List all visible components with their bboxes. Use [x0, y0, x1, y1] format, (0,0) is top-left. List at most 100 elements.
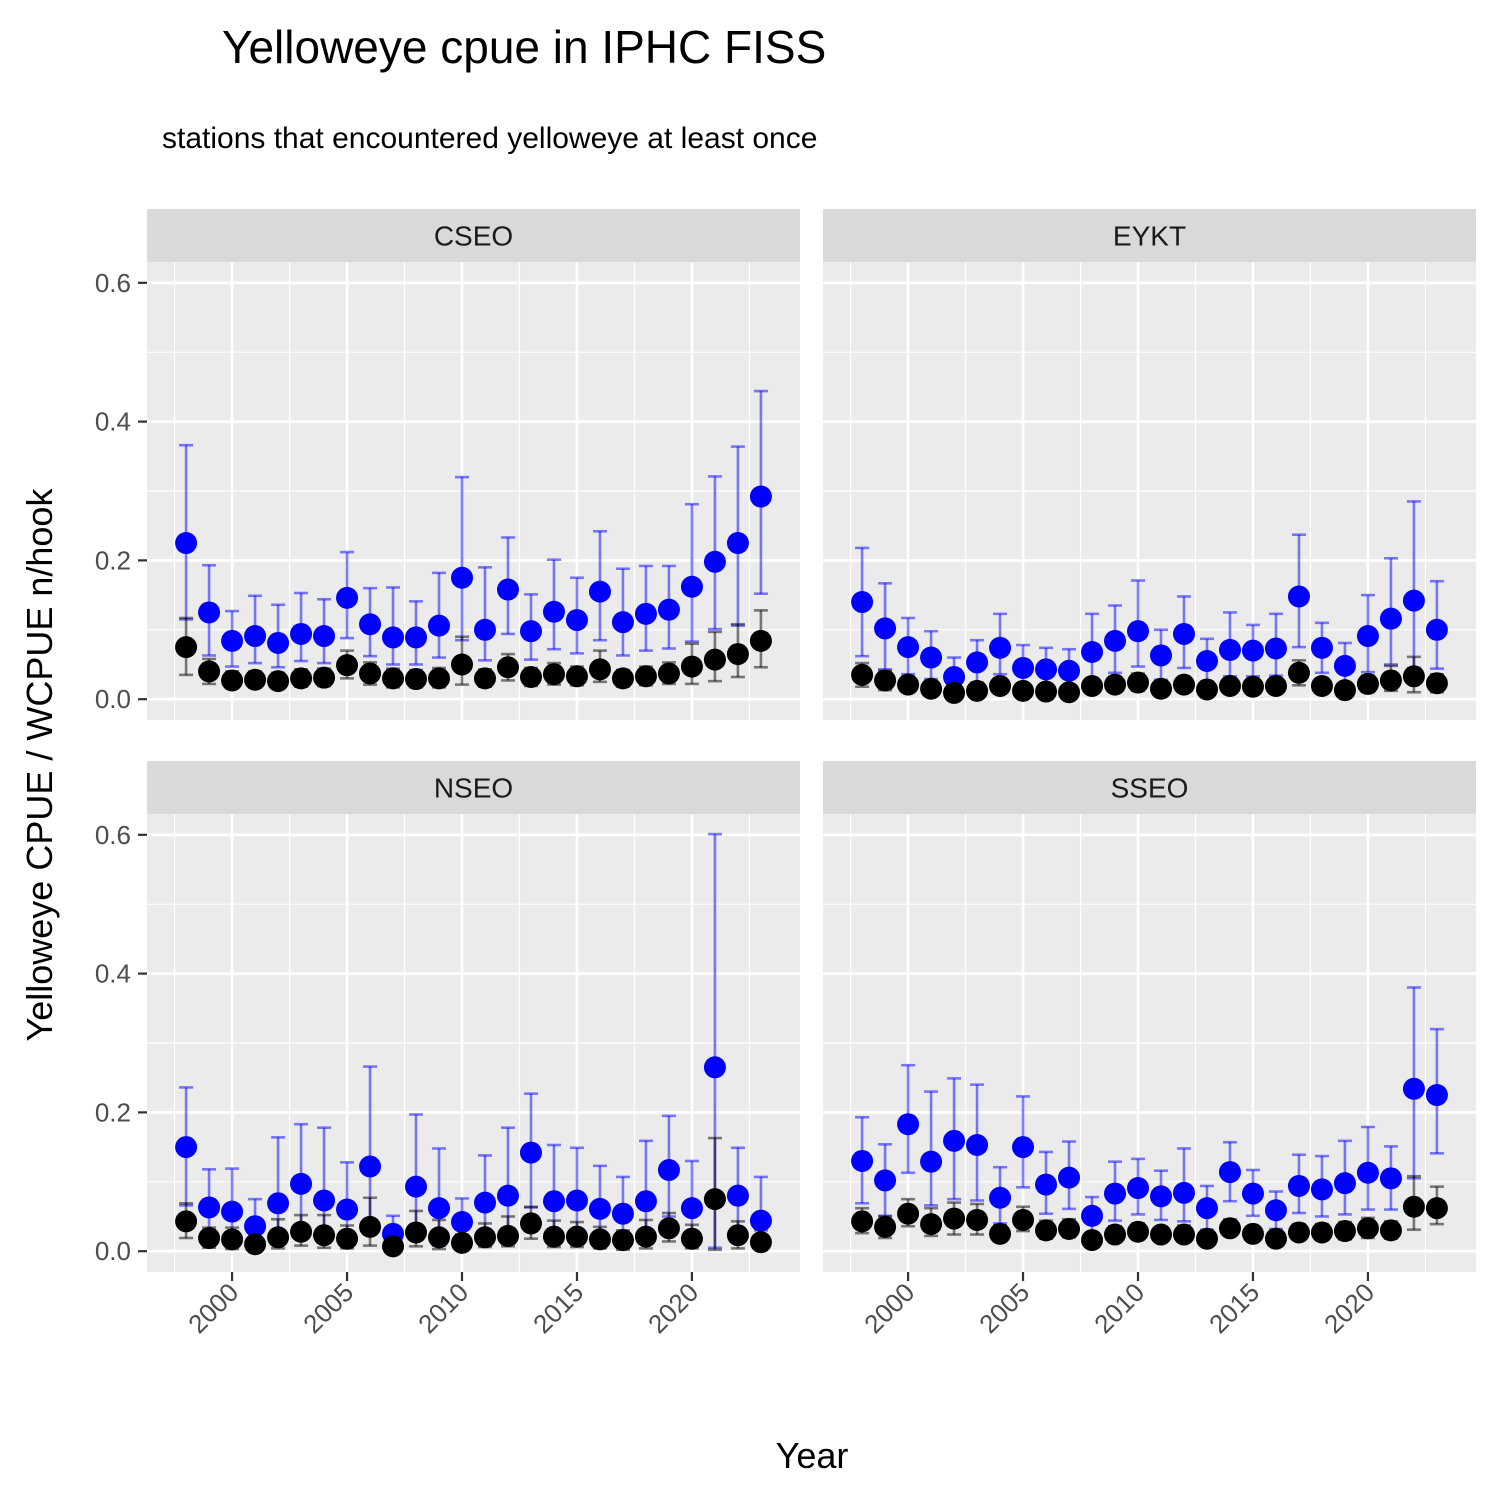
black-point	[588, 658, 611, 681]
blue-point	[244, 1215, 267, 1238]
black-point	[1264, 1227, 1287, 1250]
y-tick-label: 0.4	[95, 959, 131, 989]
blue-point	[1035, 658, 1058, 681]
black-point	[1425, 1197, 1448, 1220]
blue-point	[611, 611, 634, 634]
blue-point	[749, 485, 772, 508]
y-tick-label: 0.2	[95, 1097, 131, 1127]
blue-point	[1264, 637, 1287, 660]
blue-point	[1035, 1173, 1058, 1196]
black-point	[611, 667, 634, 690]
black-point	[1012, 679, 1035, 702]
black-point	[519, 1212, 542, 1235]
blue-point	[1172, 1181, 1195, 1204]
blue-point	[1333, 654, 1356, 677]
blue-point	[542, 1190, 565, 1213]
black-point	[966, 1208, 989, 1231]
black-point	[542, 1225, 565, 1248]
chart-title: Yelloweye cpue in IPHC FISS	[222, 21, 826, 73]
blue-point	[989, 636, 1012, 659]
blue-point	[1356, 1161, 1379, 1184]
black-point	[749, 629, 772, 652]
black-point	[989, 1222, 1012, 1245]
black-point	[1172, 1223, 1195, 1246]
blue-point	[588, 580, 611, 603]
blue-point	[428, 614, 451, 637]
blue-point	[1104, 629, 1127, 652]
facet-strip	[147, 209, 800, 262]
blue-point	[726, 1184, 749, 1207]
blue-point	[359, 1155, 382, 1178]
blue-point	[703, 1056, 726, 1079]
black-point	[634, 665, 657, 688]
black-point	[588, 1228, 611, 1251]
blue-point	[496, 578, 519, 601]
black-point	[565, 665, 588, 688]
blue-point	[1081, 1204, 1104, 1227]
blue-point	[519, 1141, 542, 1164]
black-point	[1425, 672, 1448, 695]
blue-point	[943, 665, 966, 688]
black-point	[657, 1217, 680, 1240]
blue-point	[336, 1198, 359, 1221]
black-point	[290, 1220, 313, 1243]
facet-strip-label: EYKT	[1113, 221, 1186, 252]
blue-point	[1241, 1182, 1264, 1205]
x-axis-title: Year	[776, 1435, 849, 1476]
black-point	[1310, 1221, 1333, 1244]
black-point	[1241, 675, 1264, 698]
black-point	[1241, 1222, 1264, 1245]
black-point	[405, 668, 428, 691]
black-point	[1195, 678, 1218, 701]
black-point	[1081, 1229, 1104, 1252]
blue-point	[749, 1209, 772, 1232]
blue-point	[588, 1197, 611, 1220]
facet-panels: CSEO0.00.20.40.6EYKTNSEO0.00.20.40.62000…	[95, 209, 1476, 1339]
blue-point	[874, 1169, 897, 1192]
blue-point	[920, 1150, 943, 1173]
chart-subtitle: stations that encountered yelloweye at l…	[162, 122, 817, 155]
y-tick-label: 0.4	[95, 407, 131, 437]
y-tick-label: 0.0	[95, 1236, 131, 1266]
facet-strip-label: NSEO	[434, 773, 513, 804]
panel-cseo: CSEO 0.0 0.2 0.4 0.6	[95, 209, 800, 720]
black-point	[1035, 1219, 1058, 1242]
blue-point	[874, 617, 897, 640]
blue-point	[244, 625, 267, 648]
blue-point	[1425, 618, 1448, 641]
blue-point	[428, 1197, 451, 1220]
black-point	[428, 1226, 451, 1249]
black-point	[703, 648, 726, 671]
blue-point	[1402, 1077, 1425, 1100]
blue-point	[336, 586, 359, 609]
black-point	[920, 1213, 943, 1236]
black-point	[198, 1226, 221, 1249]
black-point	[451, 1231, 474, 1254]
blue-point	[519, 620, 542, 643]
black-point	[1287, 1221, 1310, 1244]
black-point	[1149, 677, 1172, 700]
black-point	[851, 663, 874, 686]
blue-point	[1195, 1197, 1218, 1220]
black-point	[1287, 661, 1310, 684]
black-point	[1172, 673, 1195, 696]
blue-point	[1081, 640, 1104, 663]
black-point	[1195, 1227, 1218, 1250]
black-point	[473, 667, 496, 690]
black-point	[966, 679, 989, 702]
black-point	[1104, 673, 1127, 696]
blue-point	[920, 646, 943, 669]
black-point	[1081, 674, 1104, 697]
black-point	[897, 673, 920, 696]
black-point	[874, 1215, 897, 1238]
black-point	[989, 674, 1012, 697]
black-point	[1012, 1208, 1035, 1231]
black-point	[1264, 674, 1287, 697]
black-point	[542, 663, 565, 686]
blue-point	[989, 1186, 1012, 1209]
blue-point	[1172, 622, 1195, 645]
facet-strip	[147, 761, 800, 814]
